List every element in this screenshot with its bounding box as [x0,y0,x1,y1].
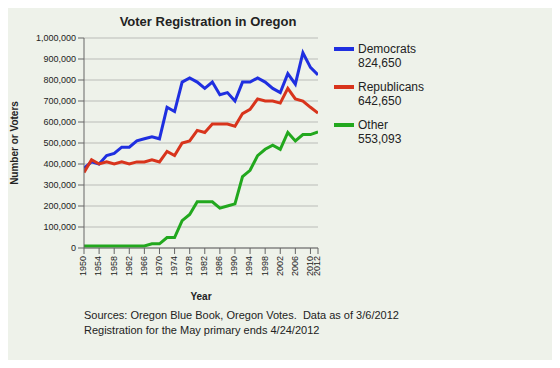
html-text:Other: Other [358,118,388,132]
html-text:Sources: Oregon Blue Book, Ore: Sources: Oregon Blue Book, Oregon Votes.… [84,309,399,321]
svg-text:Year: Year [190,291,211,302]
svg-text:2010: 2010 [304,256,315,276]
svg-text:1970: 1970 [154,256,164,276]
svg-text:200,000: 200,000 [43,201,76,211]
svg-text:100,000: 100,000 [43,222,76,232]
svg-text:1994: 1994 [244,256,254,276]
svg-text:2002: 2002 [275,256,285,276]
svg-text:1982: 1982 [199,256,209,276]
svg-text:1966: 1966 [139,256,149,276]
html-text:Republicans: Republicans [358,80,424,94]
svg-text:2006: 2006 [290,256,300,276]
html-text:Democrats: Democrats [358,42,416,56]
svg-text:1950: 1950 [78,256,88,276]
svg-text:1978: 1978 [184,256,194,276]
svg-text:1954: 1954 [93,256,103,276]
html-text:824,650: 824,650 [358,56,402,70]
svg-text:900,000: 900,000 [43,54,76,64]
svg-text:700,000: 700,000 [43,96,76,106]
svg-text:Number or Voters: Number or Voters [9,101,20,185]
svg-text:1962: 1962 [124,256,134,276]
svg-text:2012: 2012 [312,256,322,276]
svg-text:500,000: 500,000 [43,138,76,148]
svg-text:1998: 1998 [260,256,270,276]
svg-text:300,000: 300,000 [43,180,76,190]
svg-text:600,000: 600,000 [43,117,76,127]
svg-text:1986: 1986 [214,256,224,276]
svg-text:1958: 1958 [109,256,119,276]
svg-text:400,000: 400,000 [43,159,76,169]
svg-text:1990: 1990 [229,256,239,276]
html-text:553,093: 553,093 [358,132,402,146]
svg-text:1974: 1974 [169,256,179,276]
html-text:Registration for the May prima: Registration for the May primary ends 4/… [84,324,320,336]
svg-text:800,000: 800,000 [43,75,76,85]
html-text:Voter Registration in Oregon: Voter Registration in Oregon [119,14,297,29]
svg-text:0: 0 [71,243,76,253]
html-text:642,650: 642,650 [358,94,402,108]
svg-text:1,000,000: 1,000,000 [36,33,76,43]
